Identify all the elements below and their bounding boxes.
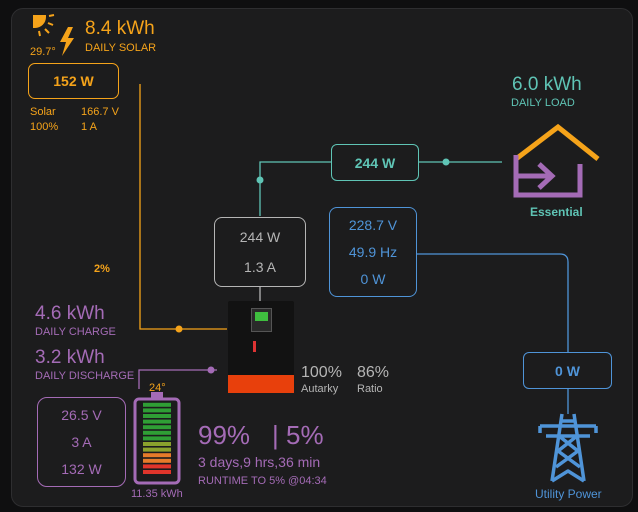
solar-flow-dot — [175, 325, 183, 333]
daily-charge-label: DAILY CHARGE — [35, 326, 116, 338]
essential-power-value: 244 W — [354, 154, 396, 171]
inverter-power: 244 W — [239, 229, 281, 245]
battery-level-bar — [143, 408, 171, 413]
essential-load-box[interactable]: 244 W — [331, 144, 419, 181]
inverter-device-image[interactable] — [228, 301, 294, 393]
solar-flow-line — [139, 84, 227, 330]
solar-sun-icon — [33, 14, 55, 37]
battery-graphic — [133, 392, 181, 485]
daily-load-label: DAILY LOAD — [511, 97, 575, 109]
autarky-label: Autarky — [301, 383, 339, 395]
battery-power: 132 W — [61, 460, 102, 477]
solar-temperature: 29.7° — [30, 46, 56, 58]
autarky-value: 100% — [301, 364, 342, 381]
inverter-load-line — [259, 161, 332, 216]
battery-level-bar — [143, 414, 171, 418]
inverter-display-icon — [251, 308, 272, 332]
essential-label: Essential — [530, 205, 583, 219]
grid-flow-line — [417, 253, 569, 352]
utility-pylon-icon — [538, 413, 598, 483]
battery-soc: 99% — [198, 420, 251, 450]
daily-charge-value: 4.6 kWh — [35, 303, 105, 324]
utility-power-box[interactable]: 0 W — [523, 352, 612, 389]
battery-level-bar — [143, 442, 171, 446]
daily-solar-label: DAILY SOLAR — [85, 42, 157, 54]
battery-voltage: 26.5 V — [61, 407, 102, 424]
battery-level-bar — [143, 470, 171, 474]
grid-frequency: 49.9 Hz — [348, 243, 398, 260]
battery-level-bar — [143, 436, 171, 441]
grid-power: 0 W — [360, 270, 386, 287]
solar-voltage: 166.7 V — [81, 106, 119, 118]
battery-level-bar — [143, 458, 171, 463]
utility-power-value: 0 W — [555, 362, 580, 379]
battery-min-soc: | 5% — [272, 420, 324, 450]
inverter-load-dot — [256, 176, 264, 184]
daily-discharge-label: DAILY DISCHARGE — [35, 370, 135, 382]
inverter-led-icon — [253, 341, 256, 352]
ratio-label: Ratio — [357, 383, 383, 395]
battery-capacity: 11.35 kWh — [131, 488, 183, 500]
battery-level-bar — [143, 464, 171, 469]
inverter-current: 1.3 A — [244, 259, 276, 275]
battery-flow-line — [138, 369, 217, 389]
inverter-base-plate — [228, 375, 294, 393]
solar-mppt-label: Solar — [30, 106, 56, 118]
essential-house-icon — [513, 123, 600, 198]
solar-current: 1 A — [81, 121, 97, 133]
battery-stats-box[interactable]: 26.5 V 3 A 132 W — [37, 397, 126, 487]
battery-level-bar — [143, 419, 171, 424]
flow-diagram — [33, 14, 600, 485]
battery-level-bar — [143, 430, 171, 435]
lightning-bolt-icon — [60, 27, 74, 56]
solar-power-box[interactable]: 152 W — [28, 63, 119, 99]
inverter-box[interactable]: 244 W 1.3 A — [214, 217, 306, 287]
battery-current: 3 A — [71, 433, 92, 450]
battery-level-bar — [143, 453, 171, 458]
daily-load-value: 6.0 kWh — [512, 74, 582, 95]
solar-power-value: 152 W — [53, 73, 94, 89]
battery-flow-dot — [207, 366, 215, 374]
battery-runtime: 3 days,9 hrs,36 min — [198, 454, 321, 470]
grid-voltage: 228.7 V — [348, 217, 398, 234]
daily-discharge-value: 3.2 kWh — [35, 347, 105, 368]
essential-flow-dot — [442, 158, 450, 166]
battery-level-bar — [143, 447, 171, 452]
solar-percent: 100% — [30, 121, 59, 133]
daily-solar-value: 8.4 kWh — [85, 18, 155, 39]
battery-level-bar — [143, 425, 171, 430]
battery-runtime-target: RUNTIME TO 5% @04:34 — [198, 475, 327, 487]
battery-temperature: 24° — [149, 382, 166, 394]
utility-power-label: Utility Power — [535, 487, 602, 501]
ratio-value: 86% — [357, 364, 390, 381]
battery-level-bar — [143, 402, 171, 407]
power-flow-card: 8.4 kWh DAILY SOLAR 29.7° 152 W Solar 16… — [11, 8, 633, 507]
inverter-temperature-percent: 2% — [94, 263, 110, 275]
grid-box[interactable]: 228.7 V 49.9 Hz 0 W — [329, 207, 417, 297]
